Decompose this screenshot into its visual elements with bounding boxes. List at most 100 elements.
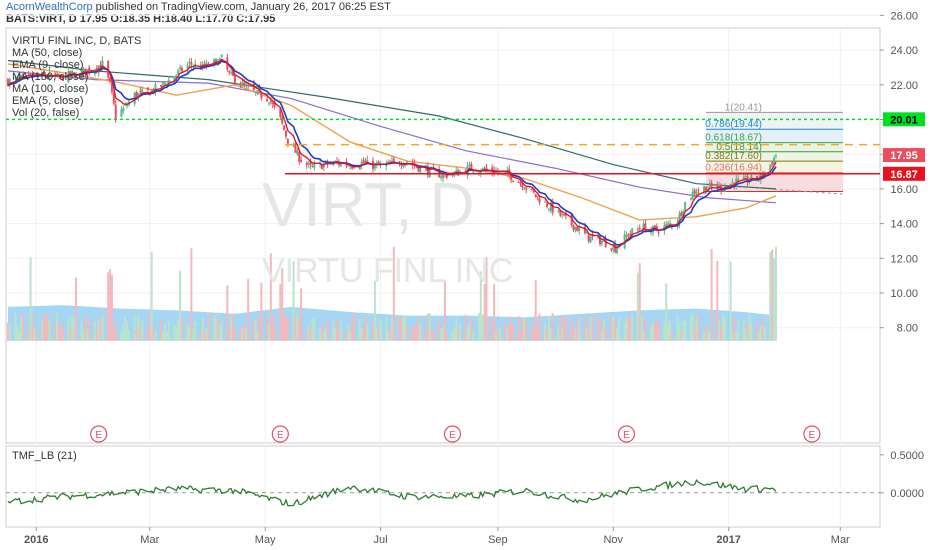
candle-body [135,91,138,98]
volume-bar [112,328,115,341]
indicator-legend-item[interactable]: MA (50, close) [12,47,83,59]
volume-bar [591,314,594,341]
volume-bar [194,321,197,341]
volume-bar [74,277,77,341]
volume-bar [468,322,471,341]
time-axis-label: Mar [831,534,850,546]
volume-bar [750,321,753,341]
volume-bar [243,324,246,341]
candle-body [578,227,581,231]
candle-body [572,224,575,230]
volume-bar [199,328,202,341]
volume-bar [517,316,520,341]
candle-body [530,188,533,190]
candle-body [604,239,607,247]
candle-body [731,182,734,184]
volume-bar [107,272,110,341]
candle-body [610,248,613,251]
volume-bar [451,331,454,341]
volume-bar [124,316,127,341]
candle-body [322,163,325,168]
candle-body [678,213,681,225]
candle-body [82,68,85,72]
fib-level-label: 0.618(18.67) [705,133,762,144]
indicator-legend-item[interactable]: MA (150, close) [12,71,89,83]
volume-bar [417,318,420,341]
volume-bar [443,280,446,341]
candle-body [587,234,590,242]
volume-bar [536,329,539,341]
volume-bar [109,269,112,341]
candle-body [774,155,777,157]
candle-body [71,71,74,74]
indicator-legend-item[interactable]: Vol (20, false) [12,107,80,119]
indicator-legend-item[interactable]: MA (100, close) [12,83,89,95]
candle-body [110,81,113,92]
candle-body [631,228,634,237]
candle-body [163,83,166,85]
volume-bar [466,326,469,341]
volume-bar [258,317,261,341]
volume-bar [655,319,658,341]
candle-body [114,104,117,119]
volume-bar [133,315,136,341]
candle-body [67,71,70,83]
volume-bar [114,321,117,341]
volume-bar [95,326,98,341]
candle-body [534,193,537,197]
candle-body [716,185,719,189]
candle-body [74,74,77,78]
volume-bar [88,320,91,341]
candle-body [392,158,395,162]
price-axis-label: 16.00 [890,184,918,196]
volume-bar [207,314,210,341]
volume-bar [731,331,734,341]
volume-bar [313,317,316,341]
candle-body [602,239,605,242]
volume-bar [519,330,522,341]
candle-body [521,183,524,188]
volume-bar [84,315,87,341]
earnings-marker [90,425,108,443]
price-axis-label: 24.00 [890,45,918,57]
candle-body [623,234,626,249]
volume-bar [771,249,774,341]
oscillator-legend[interactable]: TMF_LB (21) [12,450,77,462]
watermark-ticker: VIRT, D [262,171,475,240]
earnings-marker-label: E [95,430,102,441]
indicator-legend-item[interactable]: EMA (9, close) [12,59,84,71]
volume-bar [419,323,422,341]
candle-body [638,228,641,230]
volume-bar [604,326,607,341]
candle-body [243,82,246,85]
volume-bar [137,316,140,341]
author-link[interactable]: AcornWealthCorp [6,1,93,13]
fib-level-label: 1(20.41) [725,102,762,113]
volume-bar [360,328,363,341]
candle-body [267,102,270,104]
candle-body [300,159,303,162]
candle-body [101,60,104,67]
candle-body [8,78,11,86]
volume-bar [440,328,443,341]
volume-bar [307,324,310,341]
volume-bar [642,330,645,341]
candle-body [440,176,443,178]
volume-bar [154,330,157,341]
fib-level-label: 0.786(19.44) [705,119,762,130]
candle-body [769,164,772,171]
volume-bar [442,325,444,341]
volume-bar [267,324,270,341]
time-axis-label: Mar [140,534,159,546]
volume-bar [173,324,176,341]
volume-bar [597,320,600,341]
fib-zone [706,129,843,143]
volume-bar [589,315,592,341]
indicator-legend-item[interactable]: EMA (5, close) [12,95,84,107]
candle-body [220,54,223,58]
earnings-marker [443,425,462,443]
candle-body [44,76,47,78]
volume-bar [188,325,191,341]
volume-bar [723,317,726,341]
